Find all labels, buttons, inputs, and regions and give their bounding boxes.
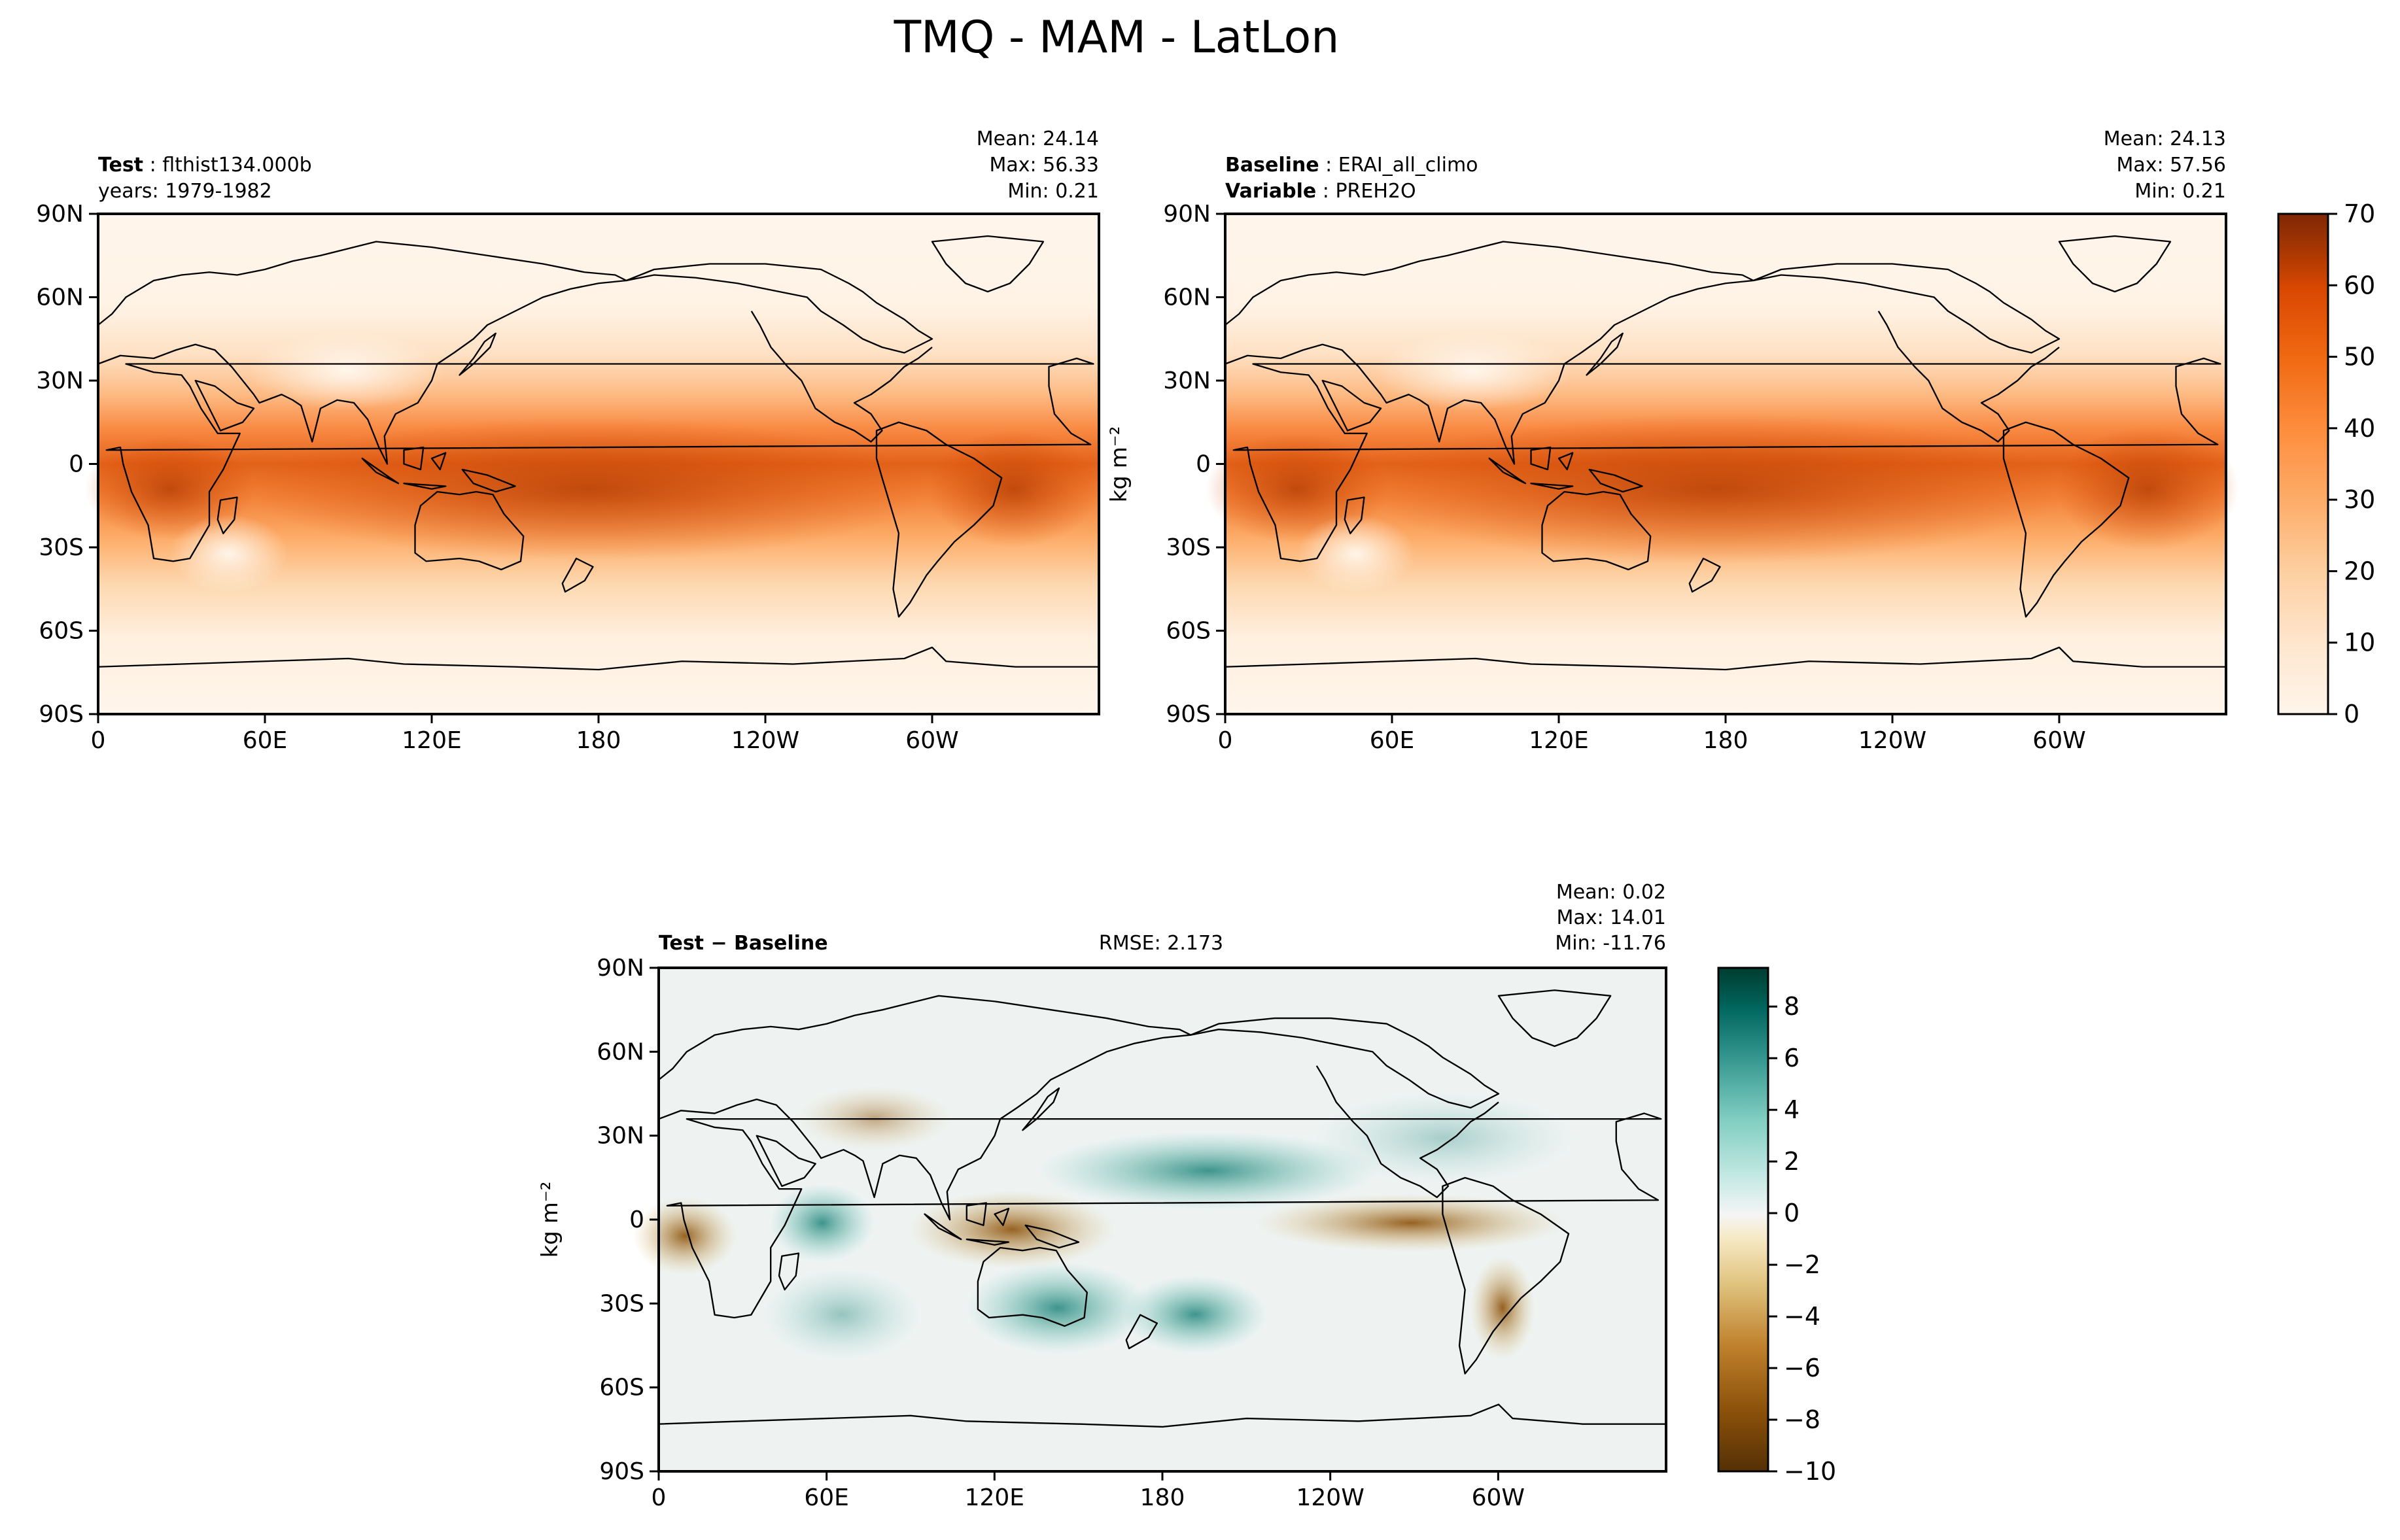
diff-map [633,967,1667,1473]
baseline-lat-label: 60S [1166,618,1211,645]
diff-lat-label: 90N [597,955,644,982]
colorbar-diff: 8 6 4 2 0 −2 −4 −6 −8 −10 [1717,967,1836,1486]
colorbar-diff-tick-label: 8 [1784,992,1800,1021]
diff-lat-label: 60N [597,1038,644,1065]
diff-lat-label: 0 [629,1206,644,1233]
baseline-ylabel: kg m⁻² [1106,426,1132,503]
colorbar-main-tick-label: 10 [2344,628,2375,657]
baseline-stat-min: Min: 0.21 [2134,180,2226,203]
colorbar-main-tick-label: 40 [2344,414,2375,443]
baseline-map [1206,213,2239,715]
test-lat-label: 90N [36,201,84,228]
baseline-lon-label: 60E [1370,727,1415,754]
test-stat-min: Min: 0.21 [1007,180,1099,203]
test-lon-label: 120E [402,727,461,754]
baseline-lon-label: 180 [1703,727,1748,754]
colorbar-diff-tick-label: 4 [1784,1095,1800,1124]
test-label: Test : flthist134.000b [98,154,312,177]
test-lat-label: 90S [39,701,84,728]
colorbar-diff-tick-label: 0 [1784,1199,1800,1227]
panel-test: Test : flthist134.000b years: 1979-1982 … [85,128,1100,715]
test-lon-label: 60E [243,727,288,754]
diff-rmse: RMSE: 2.173 [1099,932,1223,955]
test-map [85,213,1100,715]
colorbar-main-tick-label: 50 [2344,343,2375,371]
baseline-lon-label: 60W [2032,727,2085,754]
diff-lat-label: 60S [599,1375,644,1401]
baseline-stat-max: Max: 57.56 [2116,154,2226,177]
diff-lat-label: 30S [599,1290,644,1317]
colorbar-diff-tick-label: −4 [1784,1302,1820,1331]
colorbar-diff-tick-label: 6 [1784,1044,1800,1072]
baseline-label: Baseline : ERAI_all_climo [1225,154,1478,177]
diff-lon-label: 180 [1140,1484,1185,1511]
colorbar-diff-tick-label: −8 [1784,1405,1820,1434]
diff-stat-mean: Mean: 0.02 [1556,881,1666,904]
diff-lon-label: 120W [1296,1484,1365,1511]
diff-label: Test − Baseline [659,932,828,955]
baseline-lat-label: 30S [1166,534,1211,561]
colorbar-main-tick-label: 60 [2344,271,2375,299]
test-lat-label: 60N [36,284,84,311]
colorbar-diff-tick-label: −10 [1784,1457,1836,1486]
test-lon-label: 0 [91,727,106,754]
diff-stat-min: Min: -11.76 [1555,932,1666,955]
test-lat-label: 0 [69,451,84,478]
test-lon-label: 60W [905,727,958,754]
colorbar-main-tick-label: 30 [2344,485,2375,514]
baseline-lat-label: 60N [1163,284,1211,311]
test-stat-max: Max: 56.33 [989,154,1099,177]
test-lat-label: 30S [39,534,84,561]
baseline-lat-label: 90S [1166,701,1211,728]
baseline-lat-label: 30N [1163,368,1211,394]
baseline-lat-label: 90N [1163,201,1211,228]
test-stat-mean: Mean: 24.14 [977,128,1099,150]
test-lon-label: 180 [576,727,621,754]
baseline-lon-label: 120E [1529,727,1588,754]
panel-diff: Test − Baseline RMSE: 2.173 Mean: 0.02 M… [537,881,1667,1473]
test-lat-label: 30N [36,368,84,394]
colorbar-diff-tick-label: 2 [1784,1147,1800,1176]
test-years: years: 1979-1982 [98,180,272,203]
colorbar-diff-tick-label: −6 [1784,1354,1820,1382]
test-lon-label: 120W [731,727,799,754]
diff-lon-label: 0 [652,1484,667,1511]
colorbar-diff-tick-label: −2 [1784,1250,1820,1279]
baseline-variable: Variable : PREH2O [1225,180,1416,203]
test-lat-label: 60S [39,618,84,645]
diff-lat-label: 90S [599,1458,644,1485]
colorbar-main: 0 10 20 30 40 50 60 70 [2277,199,2375,728]
baseline-lon-label: 0 [1218,727,1233,754]
baseline-stat-mean: Mean: 24.13 [2104,128,2226,150]
diff-lat-label: 30N [597,1123,644,1150]
diff-lon-label: 60W [1472,1484,1525,1511]
diff-ylabel: kg m⁻² [537,1182,563,1258]
diff-lon-label: 120E [965,1484,1024,1511]
diff-stat-max: Max: 14.01 [1556,906,1666,929]
colorbar-main-tick-label: 20 [2344,556,2375,585]
colorbar-main-tick-label: 0 [2344,700,2359,728]
baseline-lon-label: 120W [1858,727,1926,754]
figure-title: TMQ - MAM - LatLon [894,12,1340,63]
baseline-lat-label: 0 [1196,451,1211,478]
diff-lon-label: 60E [804,1484,849,1511]
panel-baseline: Baseline : ERAI_all_climo Variable : PRE… [1106,128,2239,715]
colorbar-main-tick-label: 70 [2344,199,2375,228]
